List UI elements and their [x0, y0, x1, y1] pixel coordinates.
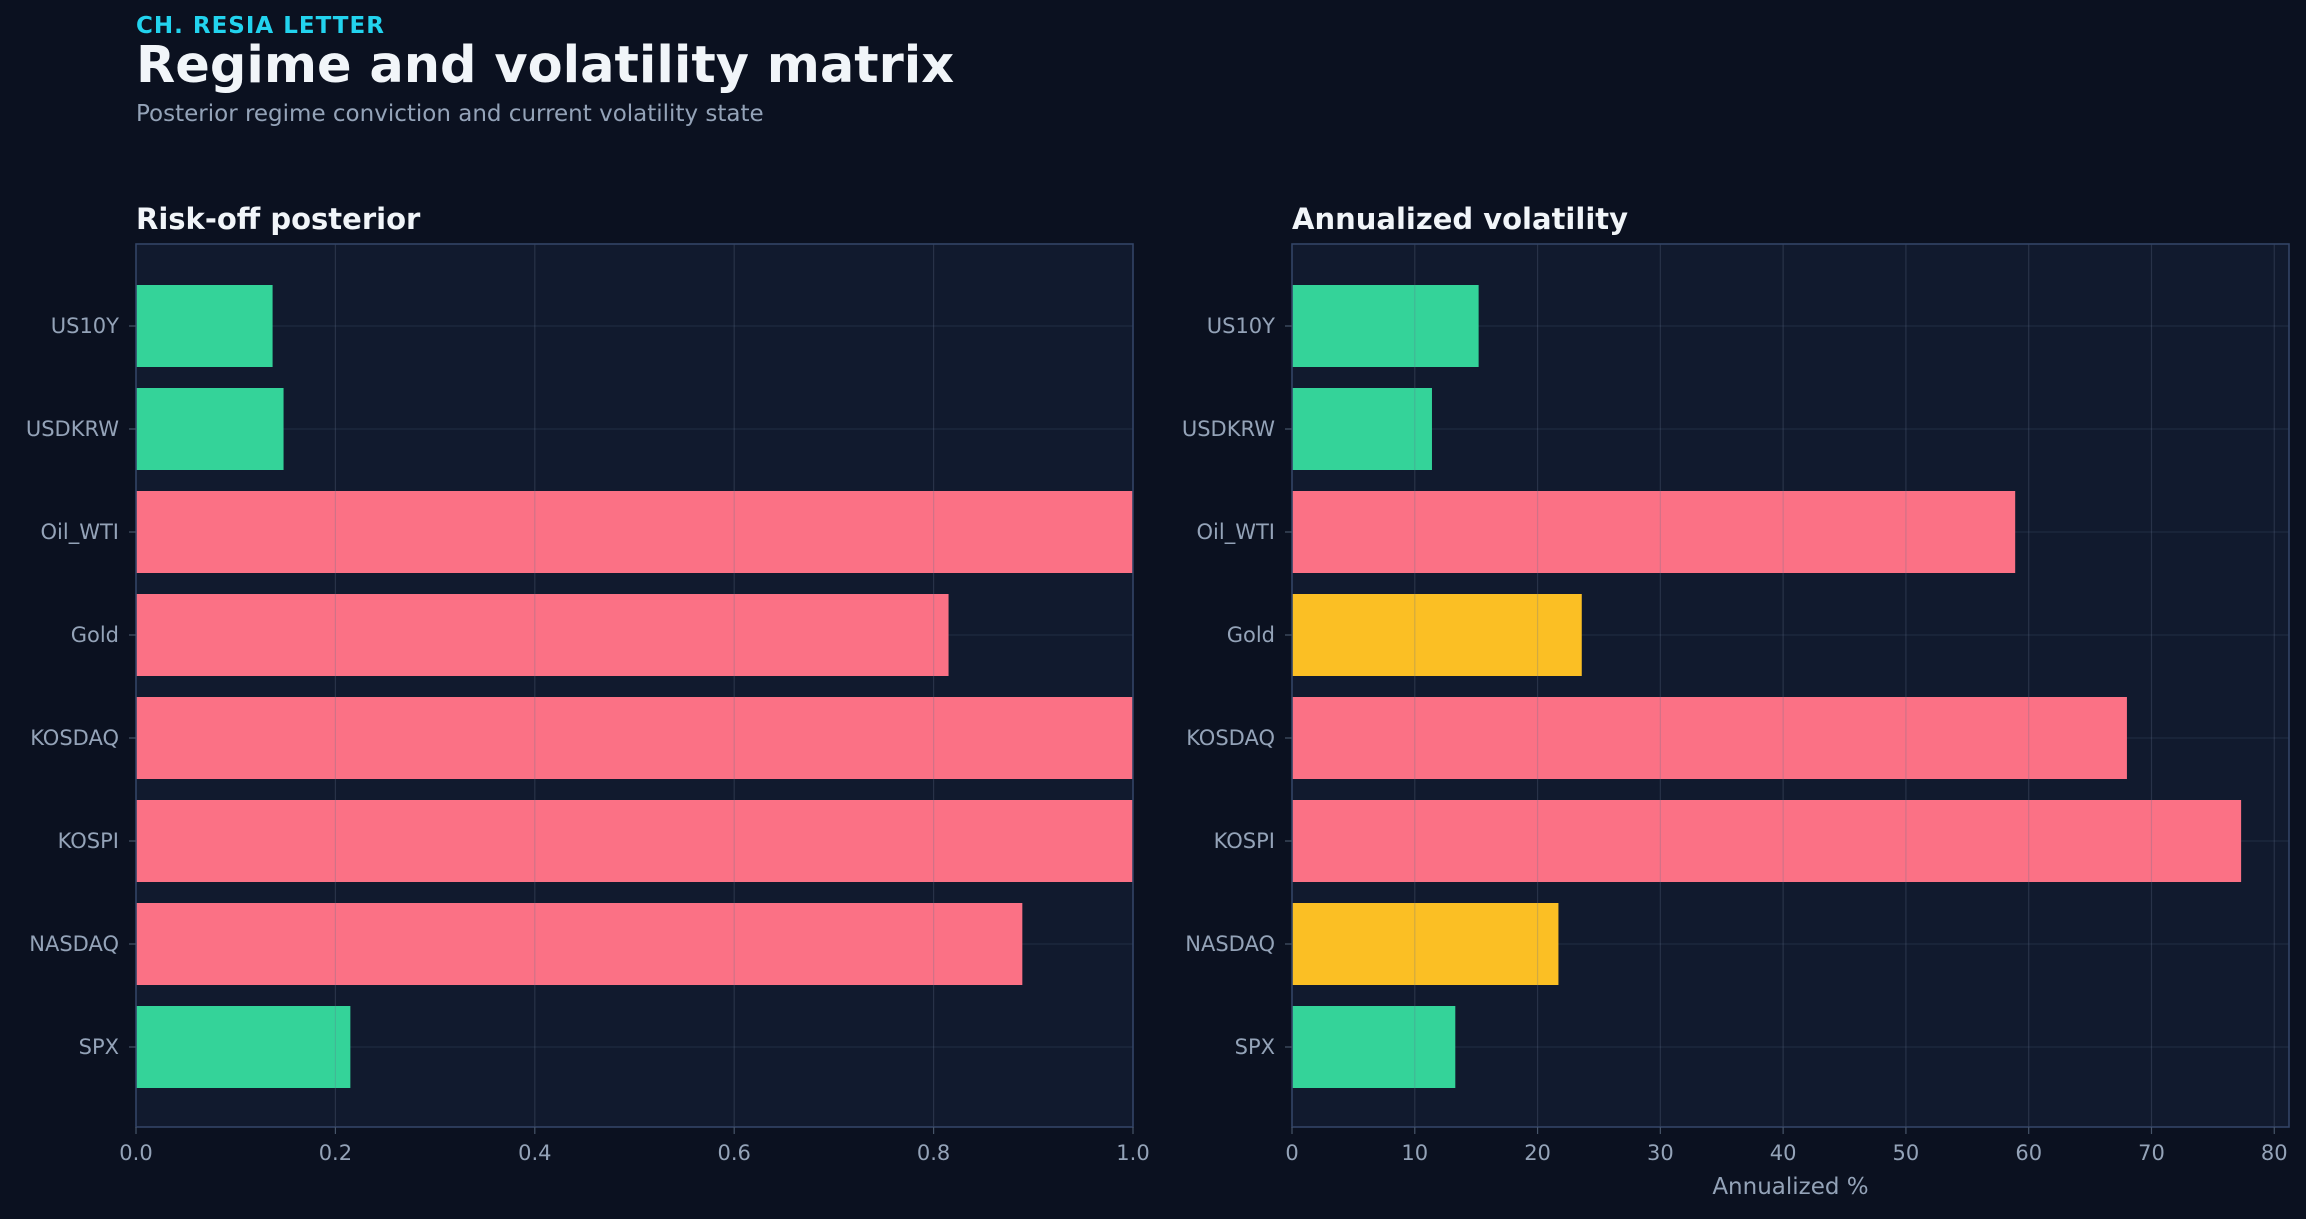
category-label: Gold [71, 623, 119, 647]
x-tick-label: 0.8 [917, 1141, 950, 1165]
x-tick-label: 20 [1524, 1141, 1551, 1165]
chart-panel-1: Risk-off posterior US10Y USDKRW Oil_WTI Gold… [26, 202, 1150, 1165]
x-tick-label: 10 [1401, 1141, 1428, 1165]
bar-kospi [1292, 800, 2242, 882]
category-label: SPX [1235, 1035, 1275, 1059]
x-axis-label: Annualized % [1712, 1174, 1868, 1200]
category-label: Gold [1227, 623, 1275, 647]
bar-gold [1292, 594, 1582, 676]
x-tick-label: 30 [1647, 1141, 1674, 1165]
plot-frame [135, 243, 1134, 1128]
category-label: KOSPI [1214, 829, 1275, 853]
category-label: USDKRW [1182, 417, 1275, 441]
bar-kosdaq [136, 697, 1133, 779]
category-label: US10Y [1207, 314, 1275, 338]
x-tick-label: 0.0 [119, 1141, 152, 1165]
bar-kospi [136, 800, 1133, 882]
bar-us10y [136, 285, 273, 367]
chart-panel-2: Annualized volatility US10Y USDKRW Oil_WTI G… [1182, 202, 2290, 1200]
bar-nasdaq [136, 903, 1023, 985]
bar-nasdaq [1292, 903, 1559, 985]
plot-area [1292, 244, 2289, 1127]
bar-gold [136, 594, 949, 676]
bar-us10y [1292, 285, 1479, 367]
chart-kicker: CH. RESIA LETTER [136, 13, 385, 39]
x-tick-label: 80 [2261, 1141, 2288, 1165]
x-tick-label: 60 [2015, 1141, 2042, 1165]
bar-spx [1292, 1006, 1456, 1088]
panel-title: Annualized volatility [1292, 202, 1628, 236]
bar-oil-wti [1292, 491, 2016, 573]
plot-area [136, 244, 1133, 1127]
category-label: KOSPI [58, 829, 119, 853]
category-label: SPX [79, 1035, 119, 1059]
plot-frame [1291, 243, 2290, 1128]
x-tick-label: 0.4 [518, 1141, 551, 1165]
category-label: KOSDAQ [1186, 726, 1275, 750]
bar-spx [136, 1006, 351, 1088]
x-tick-label: 0 [1285, 1141, 1298, 1165]
category-label: NASDAQ [1185, 932, 1275, 956]
bar-usdkrw [1292, 388, 1432, 470]
category-label: USDKRW [26, 417, 119, 441]
bar-kosdaq [1292, 697, 2127, 779]
x-tick-label: 50 [1893, 1141, 1920, 1165]
x-tick-label: 0.6 [717, 1141, 750, 1165]
x-tick-label: 40 [1770, 1141, 1797, 1165]
category-label: US10Y [51, 314, 119, 338]
chart-title: Regime and volatility matrix [136, 36, 955, 95]
panel-title: Risk-off posterior [136, 202, 421, 236]
x-tick-label: 70 [2138, 1141, 2165, 1165]
chart-subtitle: Posterior regime conviction and current … [136, 101, 764, 127]
category-label: NASDAQ [29, 932, 119, 956]
x-tick-label: 0.2 [319, 1141, 352, 1165]
category-label: Oil_WTI [41, 520, 119, 545]
bar-oil-wti [136, 491, 1133, 573]
bar-usdkrw [136, 388, 284, 470]
category-label: KOSDAQ [30, 726, 119, 750]
x-tick-label: 1.0 [1116, 1141, 1149, 1165]
category-label: Oil_WTI [1197, 520, 1275, 545]
